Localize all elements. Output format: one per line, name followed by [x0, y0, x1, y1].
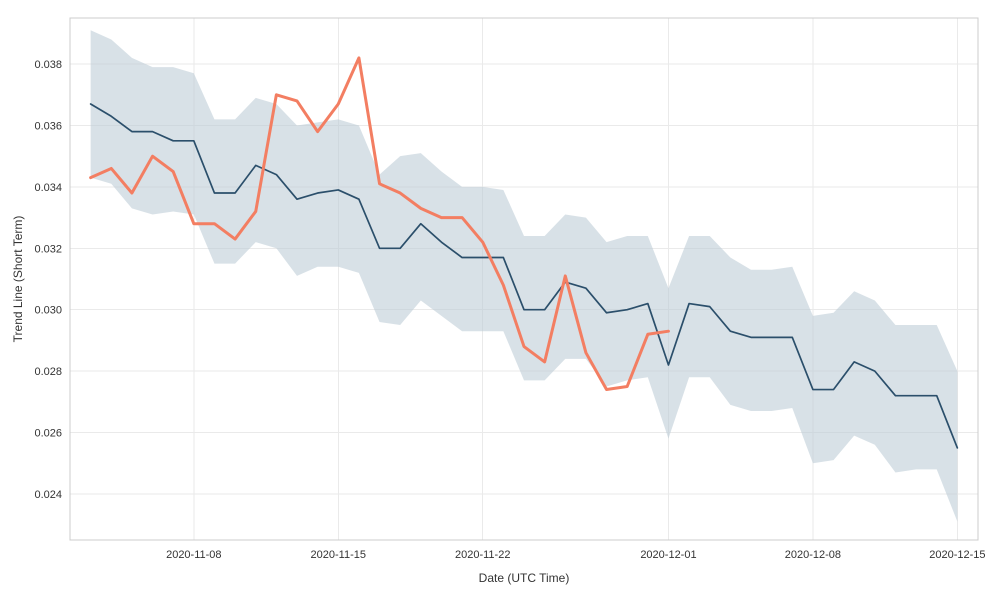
y-tick-label: 0.024: [34, 489, 62, 501]
x-tick-label: 2020-11-15: [311, 549, 366, 561]
x-axis-label: Date (UTC Time): [479, 571, 570, 585]
y-tick-label: 0.034: [34, 182, 62, 194]
y-tick-label: 0.032: [34, 243, 62, 255]
trend-chart: 0.024 0.026 0.028 0.030 0.032 0.034 0.036 0.038…: [0, 0, 1000, 600]
x-tick-label: 2020-12-08: [785, 549, 841, 561]
x-tick-label: 2020-12-15: [929, 549, 985, 561]
y-tick-label: 0.028: [34, 366, 62, 378]
x-tick-label: 2020-11-22: [455, 549, 510, 561]
x-tick-label: 2020-12-01: [640, 549, 696, 561]
chart-container: 0.024 0.026 0.028 0.030 0.032 0.034 0.036 0.038…: [0, 0, 1000, 600]
y-tick-label: 0.036: [34, 120, 62, 132]
y-tick-label: 0.038: [34, 59, 62, 71]
y-tick-label: 0.026: [34, 428, 62, 440]
y-tick-label: 0.030: [34, 305, 62, 317]
x-tick-label: 2020-11-08: [166, 549, 221, 561]
y-axis-label: Trend Line (Short Term): [11, 216, 25, 343]
